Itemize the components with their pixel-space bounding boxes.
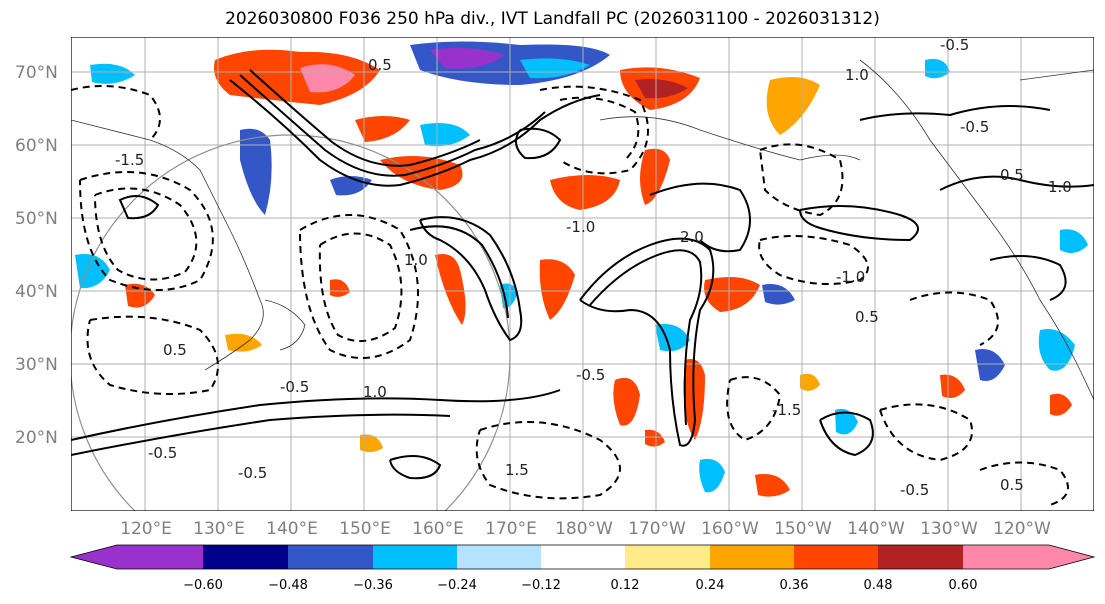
colorbar: −0.60 −0.48 −0.36 −0.24 −0.12 0.12 0.24 … [69,544,1096,593]
map-title: 2026030800 F036 250 hPa div., IVT Landfa… [225,9,880,29]
lon-label: 120°E [120,519,172,539]
contour-label: 0.5 [855,308,879,326]
lon-label: 130°E [193,519,245,539]
colorbar-tick: −0.24 [437,578,477,593]
lon-label: 170°E [485,519,537,539]
contour-label: 1.0 [404,251,428,269]
colorbar-tick: 0.48 [864,578,893,593]
lat-label: 40°N [15,282,58,302]
lat-label: 30°N [15,355,58,375]
contour-label: -0.5 [238,464,267,482]
lon-label: 160°W [701,519,759,539]
colorbar-swatch [878,545,963,569]
contour-label: 0.5 [368,56,392,74]
colorbar-tick: −0.36 [353,578,393,593]
colorbar-tick: 0.24 [696,578,725,593]
colorbar-extend-high [1049,545,1094,569]
colorbar-swatch [288,545,373,569]
contour-labels: -0.5 1.0 0.5 -0.5 -1.5 2.0 -1.0 -1.0 0.5… [115,36,1072,499]
colorbar-swatch [203,545,288,569]
contour-label: -1.0 [566,218,595,236]
latitude-labels: 70°N 60°N 50°N 40°N 30°N 20°N [15,63,58,448]
contour-label: 1.0 [363,383,387,401]
colorbar-tick: 0.60 [949,578,978,593]
colorbar-tick: 0.36 [780,578,809,593]
lon-label: 180°W [555,519,613,539]
contour-label: 1.5 [505,461,529,479]
lon-label: 150°W [774,519,832,539]
colorbar-swatch [457,545,541,569]
contour-label: -0.5 [960,118,989,136]
contour-label: -1.5 [115,151,144,169]
lon-label: 150°E [339,519,391,539]
contour-label: -1.0 [836,268,865,286]
lon-label: 160°E [412,519,464,539]
ivt-landfall-circle [71,134,511,511]
colorbar-extend-low [71,545,117,569]
divergence-shading [75,41,1088,497]
lat-label: 20°N [15,428,58,448]
lon-label: 120°W [993,519,1051,539]
colorbar-swatch [625,545,710,569]
colorbar-swatch [710,545,794,569]
lat-label: 70°N [15,63,58,83]
colorbar-tick: −0.60 [183,578,223,593]
lon-label: 130°W [920,519,978,539]
contour-label: -0.5 [576,366,605,384]
contour-label: 0.5 [1000,166,1024,184]
lon-label: 140°W [847,519,905,539]
lon-label: 170°W [628,519,686,539]
colorbar-swatch [963,545,1049,569]
contour-label: 1.0 [1048,178,1072,196]
map-panel: -0.5 1.0 0.5 -0.5 -1.5 2.0 -1.0 -1.0 0.5… [71,36,1094,511]
contour-label: 0.5 [1000,476,1024,494]
colorbar-tick: −0.48 [268,578,308,593]
colorbar-swatch [373,545,457,569]
colorbar-tick: 0.12 [611,578,640,593]
lon-label: 140°E [266,519,318,539]
colorbar-swatch [794,545,878,569]
contour-label: -0.5 [900,481,929,499]
contour-label: -0.5 [280,378,309,396]
longitude-labels: 120°E 130°E 140°E 150°E 160°E 170°E 180°… [120,519,1051,539]
contours-negative [71,85,1069,506]
lat-label: 50°N [15,209,58,229]
contour-label: -0.5 [148,444,177,462]
coastlines [71,59,1094,401]
colorbar-swatch [541,545,625,569]
contour-label: 0.5 [163,341,187,359]
contour-label: -0.5 [940,36,969,54]
colorbar-swatch [117,545,203,569]
contour-label: 1.0 [845,66,869,84]
contour-label: -1.5 [772,401,801,419]
colorbar-tick: −0.12 [521,578,561,593]
lat-label: 60°N [15,136,58,156]
contour-label: 2.0 [680,228,704,246]
contours-positive [71,69,1094,480]
